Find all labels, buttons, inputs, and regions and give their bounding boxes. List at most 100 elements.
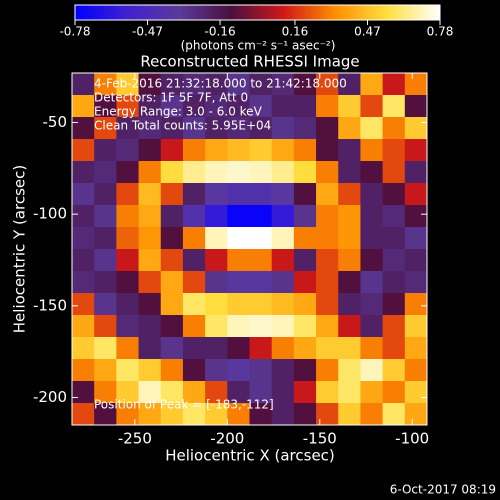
heatmap-cell (271, 205, 295, 228)
heatmap-cell (138, 359, 162, 382)
heatmap-cell (382, 117, 406, 140)
heatmap-cell (271, 337, 295, 360)
colorbar-tick-label: -0.47 (132, 25, 163, 39)
heatmap-cell (160, 359, 184, 382)
heatmap-cell (338, 271, 361, 294)
heatmap-cell (160, 381, 184, 404)
heatmap-cell (271, 183, 295, 206)
colorbar (74, 4, 441, 21)
heatmap-cell (271, 95, 295, 118)
heatmap-cell (382, 205, 406, 228)
heatmap-cell (205, 359, 228, 382)
heatmap-cell (360, 381, 384, 404)
heatmap-cell (160, 403, 184, 426)
heatmap-cell (205, 293, 228, 316)
heatmap-cell (316, 117, 339, 140)
heatmap-cell (94, 337, 117, 360)
heatmap-cell (182, 249, 206, 272)
heatmap-cell (293, 139, 317, 162)
heatmap-cell (160, 161, 184, 184)
heatmap-cell (382, 183, 406, 206)
heatmap-cell (182, 205, 206, 228)
heatmap-cell (116, 315, 140, 338)
heatmap-cell (94, 271, 117, 294)
heatmap-cell (360, 293, 384, 316)
heatmap-cell (227, 337, 250, 360)
heatmap-cell (205, 139, 228, 162)
heatmap-cell (72, 205, 95, 228)
heatmap-cell (382, 315, 406, 338)
heatmap-cell (227, 381, 250, 404)
heatmap-cell (72, 271, 95, 294)
heatmap-cell (404, 161, 428, 184)
heatmap-cell (271, 73, 295, 96)
heatmap-cell (404, 381, 428, 404)
heatmap-cell (182, 293, 206, 316)
heatmap-cell (249, 337, 273, 360)
heatmap-cell (316, 249, 339, 272)
heatmap-cell (205, 249, 228, 272)
heatmap-cell (138, 403, 162, 426)
heatmap-cell (360, 139, 384, 162)
heatmap-cell (360, 183, 384, 206)
colorbar-tick-label: 0.16 (282, 25, 309, 39)
heatmap-cell (227, 183, 250, 206)
heatmap-cell (338, 139, 361, 162)
heatmap-cell (293, 183, 317, 206)
heatmap-cell (249, 73, 273, 96)
heatmap-cell (271, 161, 295, 184)
heatmap-cell (94, 139, 117, 162)
heatmap-cell (338, 95, 361, 118)
heatmap-cell (249, 293, 273, 316)
heatmap-cell (316, 293, 339, 316)
annotation: Detectors: 1F 5F 7F, Att 0 (94, 91, 248, 105)
heatmap-cell (94, 359, 117, 382)
heatmap-cell (271, 403, 295, 426)
heatmap-cell (404, 183, 428, 206)
heatmap-cell (138, 381, 162, 404)
heatmap-cell (116, 403, 140, 426)
heatmap-cell (182, 227, 206, 250)
heatmap-cell (360, 205, 384, 228)
heatmap-cell (160, 117, 184, 140)
heatmap-cell (249, 271, 273, 294)
annotation: Energy Range: 3.0 - 6.0 keV (94, 105, 263, 119)
annotation: 4-Feb-2016 21:32:18.000 to 21:42:18.000 (94, 77, 347, 91)
heatmap-cell (360, 117, 384, 140)
heatmap-cell (316, 227, 339, 250)
heatmap-cell (205, 117, 228, 140)
heatmap-cell (94, 315, 117, 338)
heatmap-cell (160, 95, 184, 118)
x-tick-label: -150 (303, 430, 337, 448)
heatmap-cell (94, 227, 117, 250)
heatmap-cell (316, 337, 339, 360)
heatmap-cell (160, 337, 184, 360)
heatmap-cell (182, 359, 206, 382)
heatmap-cell (138, 161, 162, 184)
colorbar-tick-label: 0.47 (354, 25, 381, 39)
heatmap-cell (72, 337, 95, 360)
y-tick-label: -100 (33, 205, 67, 223)
heatmap-cell (227, 205, 250, 228)
heatmap-cell (382, 293, 406, 316)
heatmap-cell (72, 73, 95, 96)
heatmap-cell (227, 95, 250, 118)
heatmap-cell (338, 315, 361, 338)
heatmap-cell (182, 95, 206, 118)
heatmap-cell (404, 95, 428, 118)
heatmap-cell (316, 205, 339, 228)
heatmap-cell (227, 161, 250, 184)
heatmap-cell (249, 359, 273, 382)
heatmap-cell (94, 293, 117, 316)
heatmap-cell (160, 271, 184, 294)
heatmap-cell (72, 227, 95, 250)
heatmap-cell (404, 249, 428, 272)
heatmap-cell (116, 139, 140, 162)
heatmap-cell (249, 403, 273, 426)
heatmap-cell (382, 271, 406, 294)
heatmap-cell (182, 117, 206, 140)
colorbar-label: (photons cm⁻² s⁻¹ asec⁻²) (181, 39, 336, 53)
heatmap-cell (227, 315, 250, 338)
heatmap-cell (316, 95, 339, 118)
